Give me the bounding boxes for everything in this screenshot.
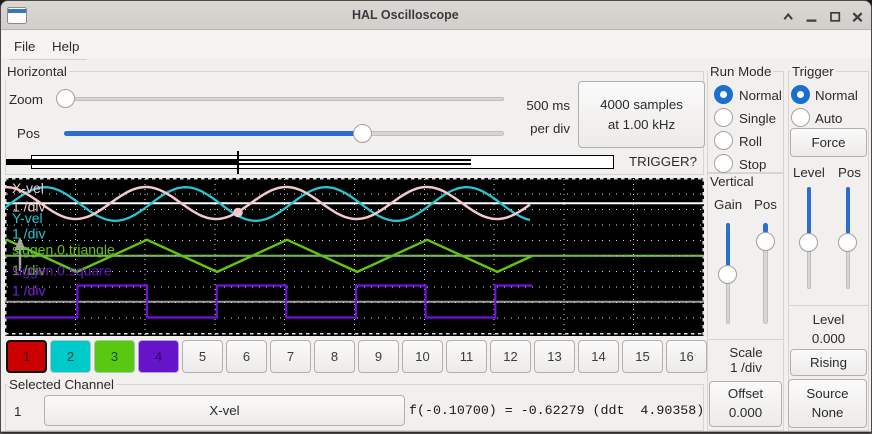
svg-text:1 /div: 1 /div (12, 262, 45, 278)
svg-text:1 /div: 1 /div (12, 199, 45, 215)
svg-text:siggen.0.square: siggen.0.square (12, 262, 112, 278)
svg-text:Y-vel: Y-vel (12, 210, 43, 226)
svg-text:1 /div: 1 /div (12, 226, 45, 242)
svg-text:siggen.0.triangle: siggen.0.triangle (12, 242, 115, 258)
svg-text:1 /div: 1 /div (12, 283, 45, 299)
svg-text:X-vel: X-vel (12, 180, 44, 196)
